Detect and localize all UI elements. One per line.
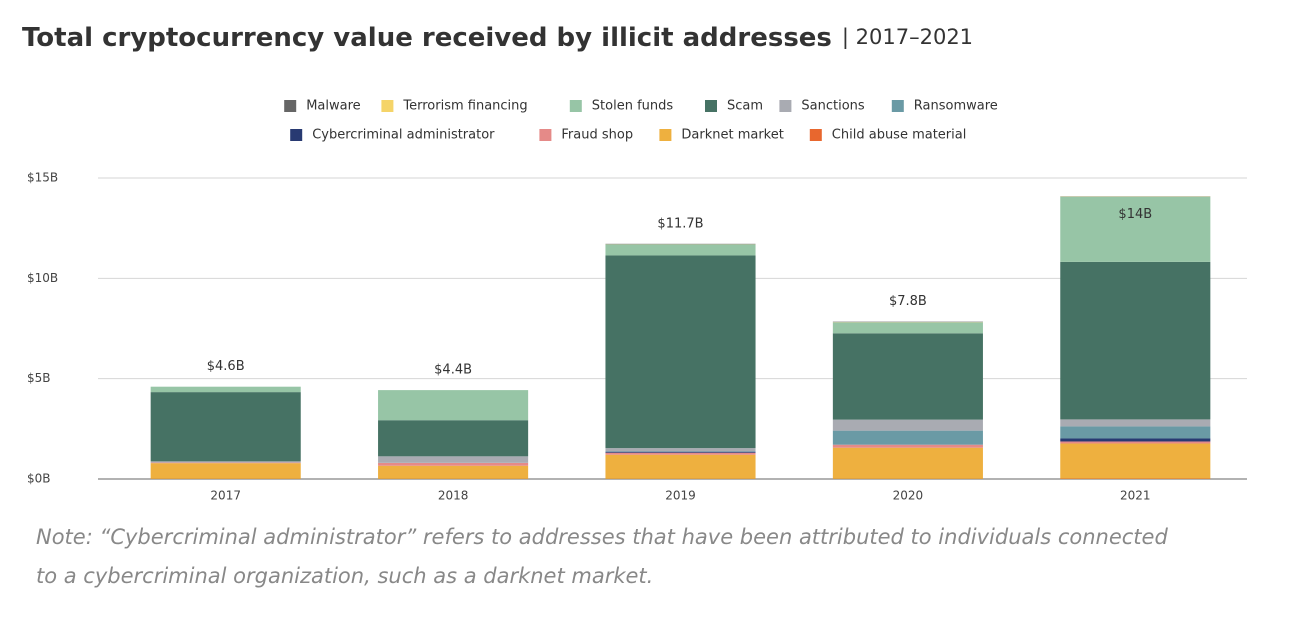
legend-label: Scam <box>727 99 763 114</box>
legend-label: Stolen funds <box>592 99 674 114</box>
bar-segment <box>150 462 301 464</box>
bar-segment <box>1060 419 1211 427</box>
note: Note: “Cybercriminal administrator” refe… <box>36 525 1168 588</box>
bar-segment <box>605 451 756 453</box>
y-tick-label: $0B <box>27 472 51 486</box>
subtitle: | 2017–2021 <box>842 25 973 50</box>
bar-segment <box>150 463 301 479</box>
x-tick-label: 2019 <box>665 489 696 503</box>
legend-swatch <box>705 100 717 112</box>
bar-segment <box>150 386 301 393</box>
legend-label: Sanctions <box>801 99 865 114</box>
x-tick-label: 2021 <box>1120 489 1151 503</box>
bar-segment <box>1060 426 1211 439</box>
bar-segment <box>832 333 983 420</box>
bar-segment <box>1060 196 1211 262</box>
legend-label: Darknet market <box>681 128 783 143</box>
legend-label: Child abuse material <box>832 128 967 143</box>
bar-segment <box>605 448 756 452</box>
bar-segment <box>150 392 301 462</box>
bar-segment <box>605 244 756 256</box>
bar-segment <box>605 451 756 452</box>
bar-segment <box>832 430 983 445</box>
bar-segment <box>605 452 756 455</box>
legend-label: Malware <box>306 99 360 114</box>
legend-swatch <box>290 129 303 141</box>
bar-segment <box>1060 261 1211 420</box>
legend-swatch <box>381 100 394 112</box>
bar-segment <box>605 454 756 479</box>
title-text: Total cryptocurrency value received by i… <box>22 23 832 53</box>
total-label: $11.7B <box>657 216 703 231</box>
legend-label: Cybercriminal administrator <box>312 128 495 143</box>
bar-segment <box>832 447 983 479</box>
legend-swatch <box>809 129 822 141</box>
bar-segment <box>605 255 756 449</box>
x-tick-label: 2020 <box>893 489 924 503</box>
y-tick-label: $15B <box>27 171 58 185</box>
bar-segment <box>1060 441 1211 444</box>
legend-label: Ransomware <box>914 99 998 114</box>
bar-segment <box>832 444 983 448</box>
bar-segment <box>378 420 529 457</box>
bar-segment <box>378 462 529 466</box>
legend-swatch <box>539 129 552 141</box>
legend-label: Fraud shop <box>561 128 633 143</box>
y-tick-label: $10B <box>27 271 58 285</box>
legend-swatch <box>569 100 582 112</box>
bar-segment <box>378 465 529 479</box>
bar-segment <box>1060 443 1211 479</box>
legend-label: Terrorism financing <box>402 99 527 114</box>
total-label: $7.8B <box>889 294 927 309</box>
bar-segment <box>378 390 529 421</box>
y-tick-label: $5B <box>27 371 51 385</box>
note-box: Note: “Cybercriminal administrator” refe… <box>36 525 1168 588</box>
bar-segment <box>832 322 983 334</box>
total-label: $4.4B <box>434 363 472 378</box>
legend-swatch <box>779 100 792 112</box>
chart-title: Total cryptocurrency value received by i… <box>22 23 973 53</box>
total-label: $14B <box>1118 207 1152 222</box>
x-tick-label: 2018 <box>438 489 469 503</box>
legend-swatch <box>659 129 672 141</box>
bar-segment <box>378 456 529 463</box>
bar-segment <box>832 419 983 431</box>
bar-segment <box>1060 438 1211 442</box>
x-tick-label: 2017 <box>210 489 241 503</box>
legend-swatch <box>284 100 297 112</box>
legend-swatch <box>891 100 904 112</box>
bar-segment <box>150 461 301 463</box>
total-label: $4.6B <box>207 359 245 374</box>
